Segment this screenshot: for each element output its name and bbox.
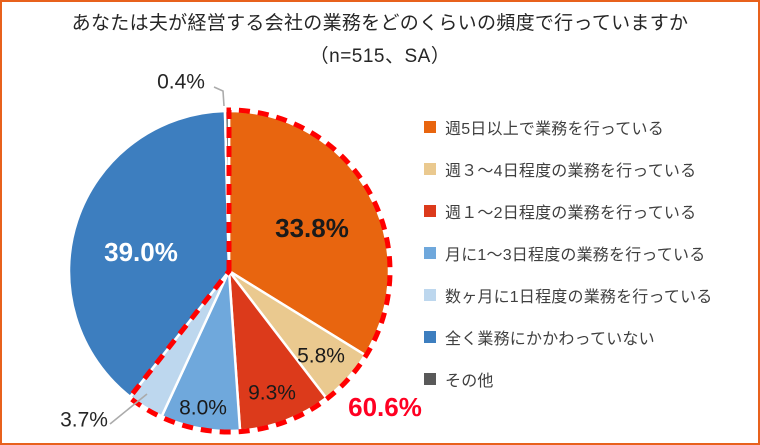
legend: 週5日以上で業務を行っている週３～4日程度の業務を行っている 週１～2日程度の業務… (424, 118, 713, 390)
pie-value-label-5: 39.0% (104, 237, 178, 267)
legend-swatch-icon (424, 121, 436, 133)
chart-title: あなたは夫が経営する会社の業務をどのくらいの頻度で行っていますか (71, 13, 689, 34)
pie-value-label-6: 0.4% (157, 71, 205, 94)
legend-label: 数ヶ月に1日程度の業務を行っている (445, 289, 713, 306)
highlight-dashed-outline (126, 107, 393, 435)
pie-value-label-3: 8.0% (179, 397, 227, 420)
pie-slice-5 (67, 109, 231, 399)
legend-swatch-icon (424, 331, 436, 343)
pie-value-label-1: 5.8% (297, 345, 345, 368)
legend-label: 週３～4日程度の業務を行っている (445, 163, 697, 180)
legend-item-2: 週１～2日程度の業務を行っている (424, 202, 713, 222)
legend-item-3: 月に1～3日程度の業務を行っている (424, 244, 713, 264)
legend-item-5: 全く業務にかかわっていない (424, 328, 713, 348)
pie-value-label-4: 3.7% (60, 409, 108, 432)
legend-item-4: 数ヶ月に1日程度の業務を行っている (424, 286, 713, 306)
legend-item-6: その他 (424, 370, 713, 390)
pie-value-label-0: 33.8% (275, 213, 349, 243)
legend-label: 週１～2日程度の業務を行っている (445, 205, 697, 222)
legend-swatch-icon (424, 373, 436, 385)
legend-swatch-icon (424, 163, 436, 175)
legend-item-1: 週３～4日程度の業務を行っている (424, 160, 713, 180)
pie-value-label-2: 9.3% (248, 382, 296, 405)
legend-item-0: 週5日以上で業務を行っている (424, 118, 713, 138)
leader-line-0p4 (213, 86, 225, 107)
legend-swatch-icon (424, 289, 436, 301)
leader-line-3p7 (109, 393, 148, 425)
chart-subtitle: （n=515、SA） (309, 46, 451, 67)
legend-swatch-icon (424, 247, 436, 259)
highlight-total-label: 60.6% (348, 392, 422, 422)
legend-label: 月に1～3日程度の業務を行っている (445, 247, 706, 264)
legend-swatch-icon (424, 205, 436, 217)
legend-label: 週5日以上で業務を行っている (445, 121, 664, 138)
legend-label: 全く業務にかかわっていない (445, 331, 655, 348)
legend-label: その他 (445, 373, 494, 390)
